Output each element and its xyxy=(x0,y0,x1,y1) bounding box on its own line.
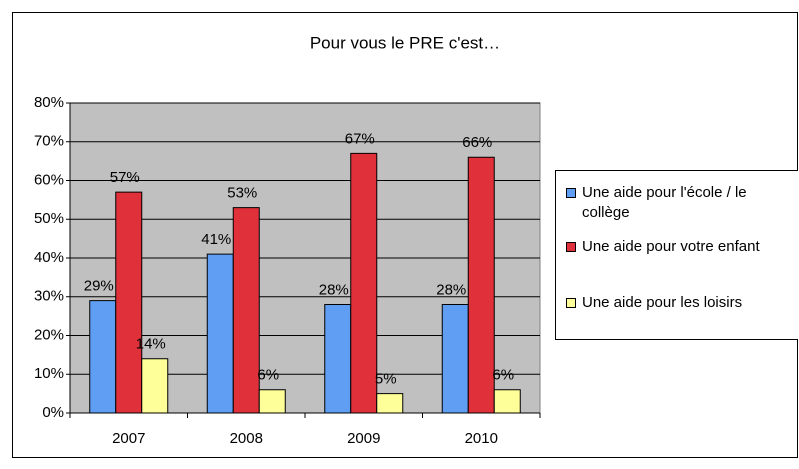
x-tick-label: 2010 xyxy=(465,430,498,447)
legend-item: Une aide pour votre enfant xyxy=(566,237,794,257)
y-tick-label: 10% xyxy=(34,365,64,382)
bar xyxy=(258,389,286,414)
x-tick-label: 2007 xyxy=(112,430,145,447)
bar xyxy=(324,304,352,414)
bar xyxy=(141,358,169,414)
y-tick-label: 40% xyxy=(34,249,64,266)
legend-item: Une aide pour les loisirs xyxy=(566,293,794,313)
data-label: 14% xyxy=(136,336,166,353)
legend-swatch xyxy=(566,188,576,198)
data-label: 28% xyxy=(319,281,349,298)
y-tick-label: 60% xyxy=(34,171,64,188)
data-label: 5% xyxy=(375,371,397,388)
bar xyxy=(206,253,234,414)
y-tick-label: 30% xyxy=(34,288,64,305)
legend-swatch xyxy=(566,298,576,308)
x-tick-label: 2009 xyxy=(347,430,380,447)
bar xyxy=(232,207,260,414)
data-label: 67% xyxy=(345,130,375,147)
data-label: 29% xyxy=(84,278,114,295)
y-tick-label: 70% xyxy=(34,133,64,150)
y-tick-label: 0% xyxy=(42,404,64,421)
bar xyxy=(441,304,469,414)
chart-title: Pour vous le PRE c'est… xyxy=(310,33,500,52)
bar xyxy=(350,152,378,414)
data-label: 57% xyxy=(110,169,140,186)
data-label: 6% xyxy=(257,367,279,384)
legend-label: Une aide pour l'école / le collège xyxy=(582,184,747,221)
y-tick-label: 50% xyxy=(34,210,64,227)
legend-label: Une aide pour les loisirs xyxy=(582,294,743,311)
data-label: 6% xyxy=(492,367,514,384)
bar xyxy=(376,393,404,414)
data-label: 28% xyxy=(436,281,466,298)
y-tick-label: 80% xyxy=(34,94,64,111)
x-tick-label: 2008 xyxy=(230,430,263,447)
bar xyxy=(493,389,521,414)
data-label: 66% xyxy=(462,134,492,151)
data-label: 53% xyxy=(227,185,257,202)
bar xyxy=(89,300,117,414)
y-tick-label: 20% xyxy=(34,326,64,343)
bar xyxy=(115,191,143,414)
legend: Une aide pour l'école / le collège Une ai… xyxy=(555,170,798,340)
legend-label: Une aide pour votre enfant xyxy=(582,238,760,255)
legend-item: Une aide pour l'école / le collège xyxy=(566,183,794,223)
bar xyxy=(467,156,495,414)
legend-swatch xyxy=(566,242,576,252)
data-label: 41% xyxy=(201,231,231,248)
